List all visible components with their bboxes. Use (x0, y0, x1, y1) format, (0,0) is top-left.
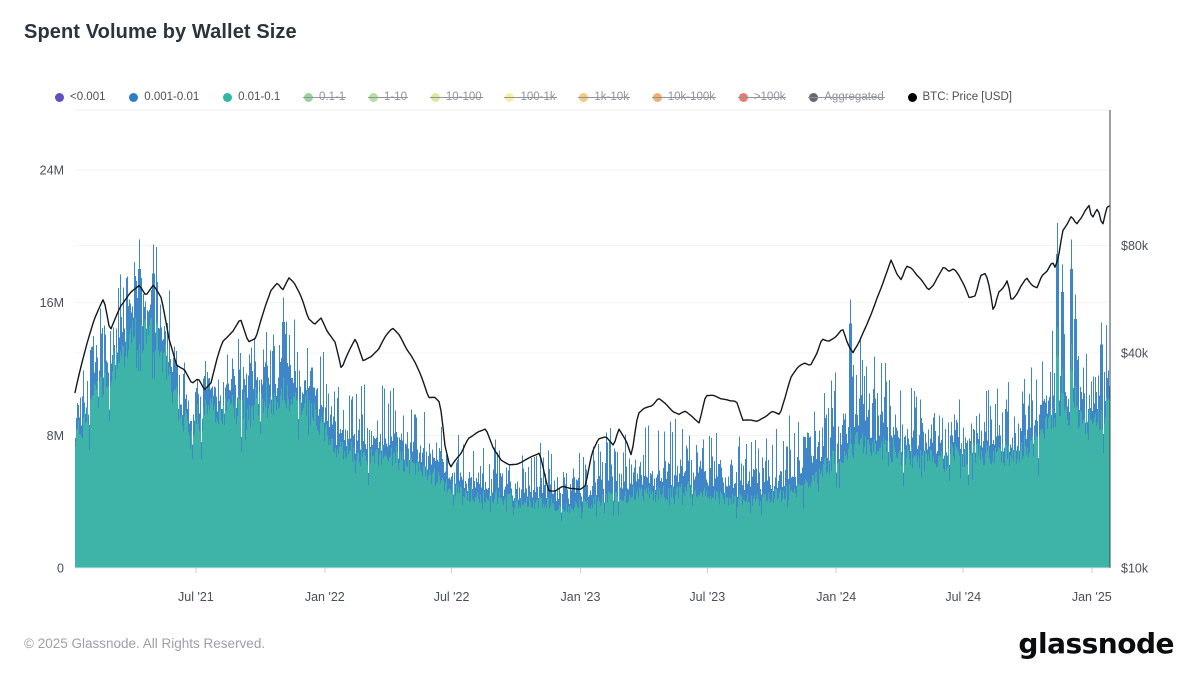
legend-item--100k[interactable]: >100k (737, 91, 787, 103)
legend-item-btc-price-usd-[interactable]: BTC: Price [USD] (907, 91, 1012, 103)
legend-swatch-icon (907, 92, 917, 102)
x-axis-tick-label: Jul '22 (434, 590, 470, 604)
legend-item--0-001[interactable]: <0.001 (55, 91, 106, 103)
y-axis-tick-right: $80k (1121, 239, 1149, 253)
legend-item-1-10[interactable]: 1-10 (368, 91, 409, 103)
x-axis-tick-label: Jul '21 (178, 590, 214, 604)
x-axis-tick-label: Jul '24 (945, 590, 981, 604)
btc-price-line (74, 204, 1110, 492)
legend-swatch-icon (129, 92, 139, 102)
legend-item-100-1k[interactable]: 100-1k (504, 91, 557, 103)
legend-label: <0.001 (70, 91, 106, 103)
x-axis-tick-label: Jan '24 (816, 590, 856, 604)
spent-volume-chart[interactable]: 0 8M 16M 24M $10k $40k $80k Jul '21 Jan '22 Jul '… (0, 0, 1199, 620)
y-axis-tick-left: 16M (40, 296, 64, 310)
legend-item-0-1-1[interactable]: 0.1-1 (303, 91, 347, 103)
legend-item-10-100[interactable]: 10-100 (429, 91, 483, 103)
x-axis-tick-label: Jan '23 (561, 590, 601, 604)
legend-item-0-01-0-1[interactable]: 0.01-0.1 (223, 91, 280, 103)
x-axis-tick-label: Jul '23 (689, 590, 725, 604)
legend-item-1k-10k[interactable]: 1k-10k (578, 91, 630, 103)
x-axis-tick-label: Jan '25 (1072, 590, 1112, 604)
glassnode-logo: glassnode (1018, 627, 1174, 660)
volume-bars-0-001-0-01 (75, 223, 1110, 522)
legend-swatch-icon (55, 92, 64, 102)
legend-item-aggregated[interactable]: Aggregated (808, 91, 886, 103)
legend-label: BTC: Price [USD] (922, 91, 1012, 103)
volume-bars-0-01-0-1 (75, 317, 1110, 568)
chart-legend: <0.001 0.001-0.01 0.01-0.1 0.1-1 1-10 10-100 1… (55, 91, 1012, 103)
y-axis-tick-left: 8M (47, 429, 64, 443)
x-axis-tick-label: Jan '22 (305, 590, 345, 604)
legend-swatch-icon (223, 92, 233, 102)
chart-title: Spent Volume by Wallet Size (24, 21, 297, 43)
legend-label: 0.01-0.1 (238, 91, 281, 103)
y-axis-tick-left: 24M (40, 164, 64, 178)
legend-item-0-001-0-01[interactable]: 0.001-0.01 (129, 91, 199, 103)
y-axis-tick-right: $10k (1121, 562, 1149, 576)
legend-item-10k-100k[interactable]: 10k-100k (651, 91, 717, 103)
y-axis-tick-left: 0 (57, 562, 64, 576)
y-axis-tick-right: $40k (1121, 347, 1149, 361)
copyright-text: © 2025 Glassnode. All Rights Reserved. (24, 636, 266, 651)
legend-label: 0.001-0.01 (144, 91, 200, 103)
